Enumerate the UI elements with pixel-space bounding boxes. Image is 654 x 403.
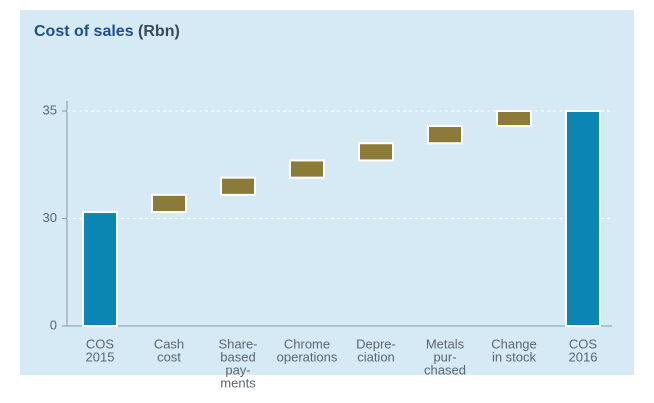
x-tick-label: in stock [492, 349, 537, 364]
bar [289, 159, 325, 179]
bar [220, 176, 256, 196]
y-tick-label: 30 [43, 210, 57, 225]
y-tick-label: 0 [50, 317, 57, 332]
bar [151, 193, 187, 214]
chart-title: Cost of sales (Rbn) [34, 23, 180, 40]
y-tick-label: 35 [43, 102, 57, 117]
bar [427, 125, 463, 145]
x-tick-label: COS [569, 336, 598, 351]
x-tick-label: Change [491, 336, 537, 351]
x-tick-label: operations [277, 349, 338, 364]
x-tick-label: chased [424, 362, 466, 377]
x-tick-label: cost [157, 349, 181, 364]
x-tick-label: COS [86, 336, 115, 351]
x-tick-label: 2015 [86, 349, 115, 364]
x-tick-label: Metals [426, 336, 465, 351]
x-tick-label: based [220, 349, 255, 364]
bar [565, 110, 601, 327]
x-tick-label: 2016 [569, 349, 598, 364]
bar [496, 110, 532, 128]
bar [82, 211, 118, 327]
x-tick-label: pay- [225, 362, 250, 377]
x-tick-label: Cash [154, 336, 184, 351]
unit: (Rbn) [138, 23, 180, 40]
x-tick-label: pur- [433, 349, 456, 364]
x-tick-label: Depre- [356, 336, 396, 351]
x-tick-label: Share- [218, 336, 257, 351]
title: Cost of sales [34, 23, 134, 40]
x-tick-label: Chrome [284, 336, 330, 351]
x-tick-label: ciation [357, 349, 395, 364]
x-tick-label: ments [220, 375, 256, 390]
bar [358, 142, 394, 162]
background [20, 10, 634, 375]
